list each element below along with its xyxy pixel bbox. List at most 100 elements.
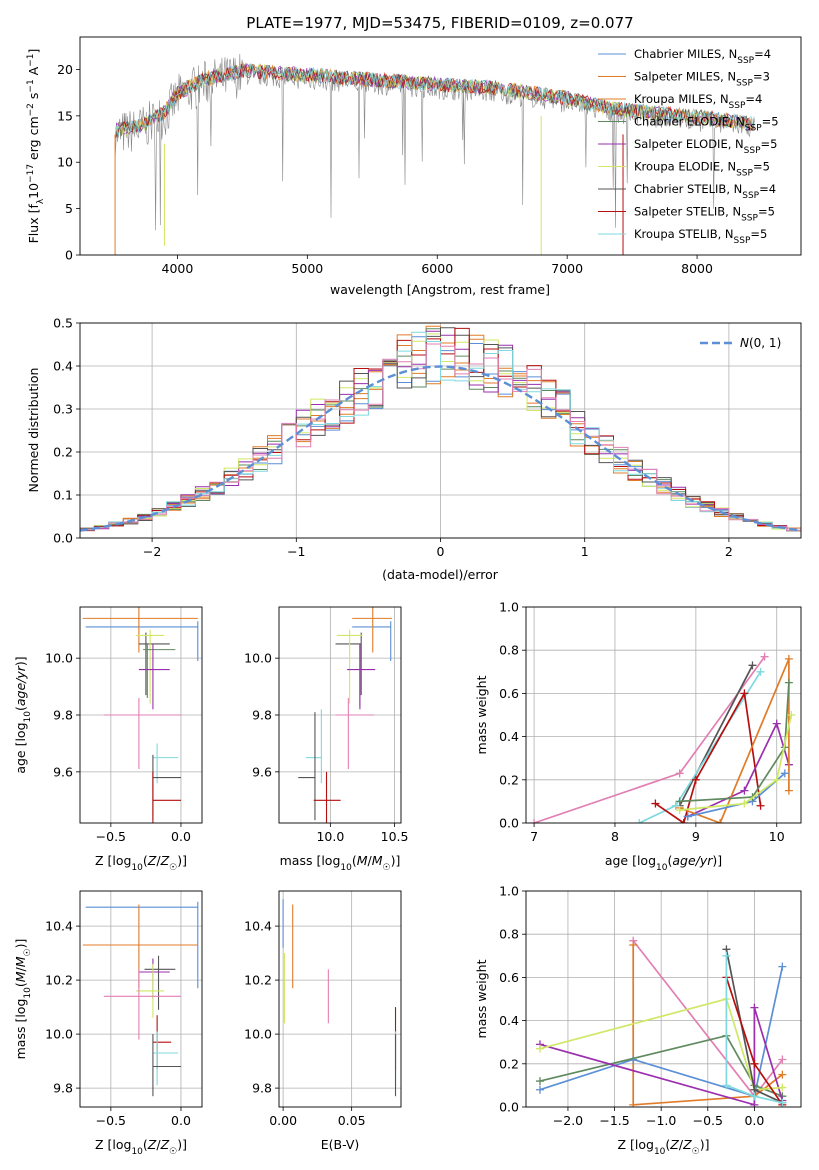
weight-marker [740,689,749,698]
y-tick-label: 20 [57,62,73,77]
x-axis-label: wavelength [Angstrom, rest frame] [330,282,550,297]
label-part: −2 [26,103,36,116]
y-tick-label: 9.8 [252,708,272,723]
axes-frame [79,890,203,1108]
plot-area [114,53,755,255]
label-part: =4 [745,92,762,106]
weight-line-8 [679,682,790,803]
weight-marker [740,786,749,795]
weight-marker [635,819,644,823]
x-tick-label: 8000 [681,261,713,276]
legend-entry: Kroupa ELODIE, NSSP=5 [634,160,770,179]
label-part: 10 [340,863,352,873]
y-tick-label: 10.4 [244,919,272,934]
label-part: ☉ [169,863,177,873]
label-part: λ [36,198,46,204]
label-part: ☉ [383,863,391,873]
x-tick-label: −2.0 [553,1113,583,1128]
y-tick-label: 0.1 [53,488,73,503]
legend-entry: Salpeter STELIB, NSSP=5 [634,205,775,224]
panel-residuals: −2 −1 0 1 2 0.0 0.1 0.2 0.3 0.4 0.5 N(0, 1) (data-mo… [26,316,802,582]
model-line-8 [114,63,755,139]
label-part: (0, 1) [749,336,781,350]
y-tick-label: 0.4 [53,359,73,374]
x-tick-label: 1 [581,544,589,559]
label-part: age [log [605,853,656,868]
label-part: Salpeter STELIB, N [634,205,741,219]
label-part: SSP [745,124,762,134]
label-part: 10 [23,987,33,999]
y-axis-label: Flux [fλ10−17 erg cm−2 s−1 A−1] [26,49,46,244]
label-part: =4 [759,182,776,196]
x-tick-label: −1.0 [646,1113,676,1128]
x-axis-label: E(B-V) [321,1137,360,1152]
y-tick-label: 5 [65,201,73,216]
y-tick-label: 0.2 [499,772,519,787]
label-part: ( [665,1137,670,1152]
y-tick-label: 9.6 [252,764,272,779]
weight-marker [679,819,688,823]
weight-marker [683,812,692,821]
y-tick-label: 10.2 [45,973,73,988]
x-tick-label: −1 [287,544,305,559]
panel-age_vs_Z: −0.5 0.09.69.810.0Z [log10(Z/Z☉)]age [log… [13,606,203,873]
label-part: ☉ [23,948,33,956]
y-tick-label: 0.0 [53,531,73,546]
y-tick-label: 10.0 [244,1027,272,1042]
x-tick-label: 0.05 [338,1113,366,1128]
x-tick-label: −1.5 [599,1113,629,1128]
y-axis-label: mass [log10(M/M☉)] [13,939,33,1060]
label-part: SSP [741,214,758,224]
x-tick-label: 4000 [162,261,194,276]
label-part: / [156,853,161,868]
label-part: )] [177,853,187,868]
label-part: Z [log [617,1137,653,1152]
y-tick-label: 0 [65,248,73,263]
weight-marker [535,1077,544,1086]
legend-entry: Chabrier MILES, NSSP=4 [634,47,771,66]
x-tick-label: 8 [611,829,619,844]
label-part: s [26,93,41,104]
x-tick-label: 6000 [421,261,453,276]
x-axis-label: mass [log10(M/M☉)] [280,853,401,873]
y-tick-label: 10 [57,155,73,170]
plot-area [82,607,199,823]
x-tick-label: 10.5 [381,829,409,844]
weight-marker [716,819,725,823]
label-part: SSP [729,101,746,111]
x-tick-label: 2 [725,544,733,559]
label-part: / [156,1137,161,1152]
weight-marker [756,667,765,676]
label-part: ☉ [169,1147,177,1157]
weight-marker [750,1100,759,1107]
label-part: ( [13,706,28,711]
y-axis-label: mass weight [474,675,489,754]
observed-spectrum [114,53,755,231]
weight-marker [760,652,769,661]
weight-marker [784,654,793,663]
y-tick-label: 9.8 [252,1081,272,1096]
weight-line-3 [539,966,784,1098]
x-tick-label: −0.5 [96,1113,126,1128]
axes-frame [278,890,402,1108]
panel-mass_vs_ebv: 0.00 0.05 9.8 10.0 10.2 10.4 E(B-V) [244,890,402,1152]
label-part: N [740,336,749,350]
label-part: =5 [750,227,767,241]
legend-entry: Kroupa MILES, NSSP=4 [634,92,762,111]
label-part: Z [log [95,1137,131,1152]
weight-marker [778,1070,787,1079]
axes-frame [525,606,802,824]
weight-marker [675,806,684,815]
label-part: Chabrier MILES, N [634,47,737,61]
axes-frame [525,890,802,1108]
label-part: =5 [753,160,770,174]
x-axis-label: (data-model)/error [382,567,499,582]
label-part: Chabrier STELIB, N [634,182,742,196]
y-tick-label: 10.2 [244,973,272,988]
label-part: Kroupa ELODIE, N [634,160,736,174]
label-part: 10 [23,711,33,723]
label-part: Kroupa MILES, N [634,92,729,106]
label-part: SSP [737,56,754,66]
x-tick-label: 0.00 [269,1113,297,1128]
weight-marker [530,819,539,823]
